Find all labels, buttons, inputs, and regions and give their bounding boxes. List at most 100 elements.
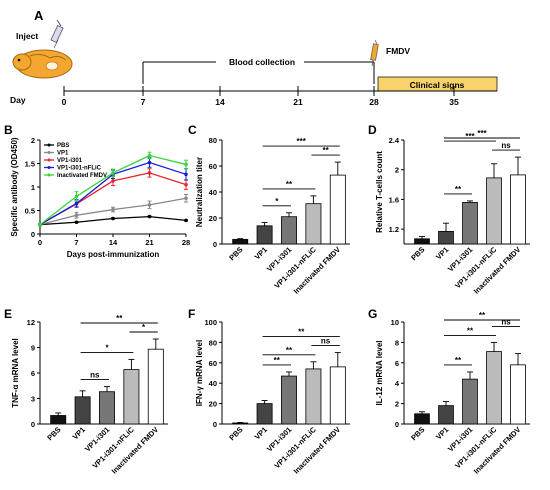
data-point <box>111 171 115 175</box>
x-axis-title: Days post-immunization <box>67 250 160 259</box>
category-label: VP1 <box>253 425 269 441</box>
data-point <box>147 171 152 175</box>
challenge-syringe-icon <box>370 39 379 67</box>
category-label: Inactivated FMDV <box>292 245 343 296</box>
clinical-signs-label: Clinical signs <box>410 80 465 90</box>
data-point <box>184 196 188 201</box>
category-label: PBS <box>227 425 244 442</box>
category-label: VP1 <box>71 425 87 441</box>
y-tick-label: 2 <box>395 400 399 409</box>
bar <box>486 177 502 245</box>
y-tick-label: 40 <box>209 379 217 388</box>
category-label: PBS <box>409 425 426 442</box>
y-tick-label: 80 <box>209 136 217 145</box>
significance-label: * <box>105 343 109 352</box>
y-axis-title: Neutralization titer <box>195 157 204 227</box>
bar <box>438 405 454 425</box>
legend-label: Inactivated FMDV <box>57 173 107 179</box>
y-tick-label: 2.4 <box>389 136 400 145</box>
category-label: VP1-i301-nFLiC <box>453 425 499 471</box>
timeline-ticks: 0 7 14 21 28 35 <box>62 86 459 107</box>
data-point <box>38 222 42 227</box>
timeline-day-label: 0 <box>62 97 67 107</box>
x-tick-label: 28 <box>182 238 190 247</box>
legend-marker <box>47 151 51 154</box>
data-point <box>184 162 188 167</box>
timeline-day-label: 35 <box>449 97 459 107</box>
bar <box>438 230 454 245</box>
bar <box>414 238 430 245</box>
category-label: PBS <box>227 245 244 262</box>
line-chart-antibody: 0 0.5 1 1.5 2 0 7 14 21 28 Days post-immunization S… <box>10 136 190 259</box>
panel-label-f: F <box>188 307 195 321</box>
significance-label: ns <box>501 317 511 326</box>
y-axis-title: Relative T-cells count <box>375 151 384 233</box>
category-label: VP1 <box>253 245 269 261</box>
panel-a: A Inject Day Clinical signs 0 7 14 21 28 35 <box>10 8 498 107</box>
bar <box>147 348 164 425</box>
day-label: Day <box>10 95 26 105</box>
category-label: PBS <box>409 245 426 262</box>
bar <box>329 366 346 425</box>
significance-label: *** <box>465 132 475 141</box>
y-tick-label: 6 <box>31 369 35 378</box>
legend-marker <box>47 143 51 147</box>
legend-marker <box>47 166 51 169</box>
data-point <box>111 207 115 212</box>
data-point <box>147 160 152 165</box>
x-tick-label: 14 <box>109 238 118 247</box>
bar <box>305 203 322 245</box>
bar <box>256 225 273 245</box>
y-tick-label: 80 <box>209 338 217 347</box>
y-tick-label: 0 <box>31 230 35 239</box>
data-point <box>111 216 115 221</box>
significance-label: ** <box>455 185 462 194</box>
significance-label: ** <box>467 326 474 335</box>
significance-label: * <box>142 323 146 332</box>
panel-label-d: D <box>368 123 377 137</box>
y-tick-label: 20 <box>209 400 217 409</box>
panel-label-b: B <box>4 123 13 137</box>
significance-label: ns <box>321 337 331 346</box>
y-tick-label: 2 <box>395 166 399 175</box>
legend-label: PBS <box>57 143 69 149</box>
bar <box>510 174 526 245</box>
y-tick-label: 8 <box>395 338 399 347</box>
significance-label: * <box>275 197 279 206</box>
panel-label-e: E <box>4 307 12 321</box>
category-label: Inactivated FMDV <box>110 425 161 476</box>
bar <box>462 378 478 425</box>
bar-chart-tcells: 1.2 1.6 2 2.4 Relative T-cells count PBS VP1VP… <box>375 129 530 296</box>
y-tick-label: 9 <box>31 344 35 353</box>
bar <box>123 369 140 425</box>
timeline-day-label: 28 <box>369 97 379 107</box>
data-point <box>184 182 188 187</box>
significance-label: ** <box>322 146 329 155</box>
fmdv-challenge-label: FMDV <box>386 46 410 56</box>
y-tick-label: 0.5 <box>25 207 35 216</box>
y-tick-label: 20 <box>209 214 217 223</box>
category-label: VP1 <box>434 425 450 441</box>
significance-label: ** <box>479 311 486 320</box>
significance-label: ** <box>455 356 462 365</box>
legend-marker <box>47 158 51 162</box>
significance-label: ns <box>90 371 100 380</box>
timeline-day-label: 7 <box>141 97 146 107</box>
bar <box>99 391 115 425</box>
y-axis-title: Specific antibody (OD450) <box>10 137 19 236</box>
data-point <box>74 194 79 199</box>
y-tick-label: 0 <box>213 420 217 429</box>
y-tick-label: 100 <box>204 318 217 327</box>
bar <box>50 415 67 425</box>
y-tick-label: 1.2 <box>389 225 399 234</box>
y-axis-title: TNF-α mRNA level <box>11 338 20 408</box>
y-tick-label: 10 <box>391 318 399 327</box>
y-tick-label: 1.5 <box>25 160 35 169</box>
y-tick-label: 0 <box>395 420 399 429</box>
data-point <box>147 203 152 207</box>
bar <box>462 201 478 245</box>
